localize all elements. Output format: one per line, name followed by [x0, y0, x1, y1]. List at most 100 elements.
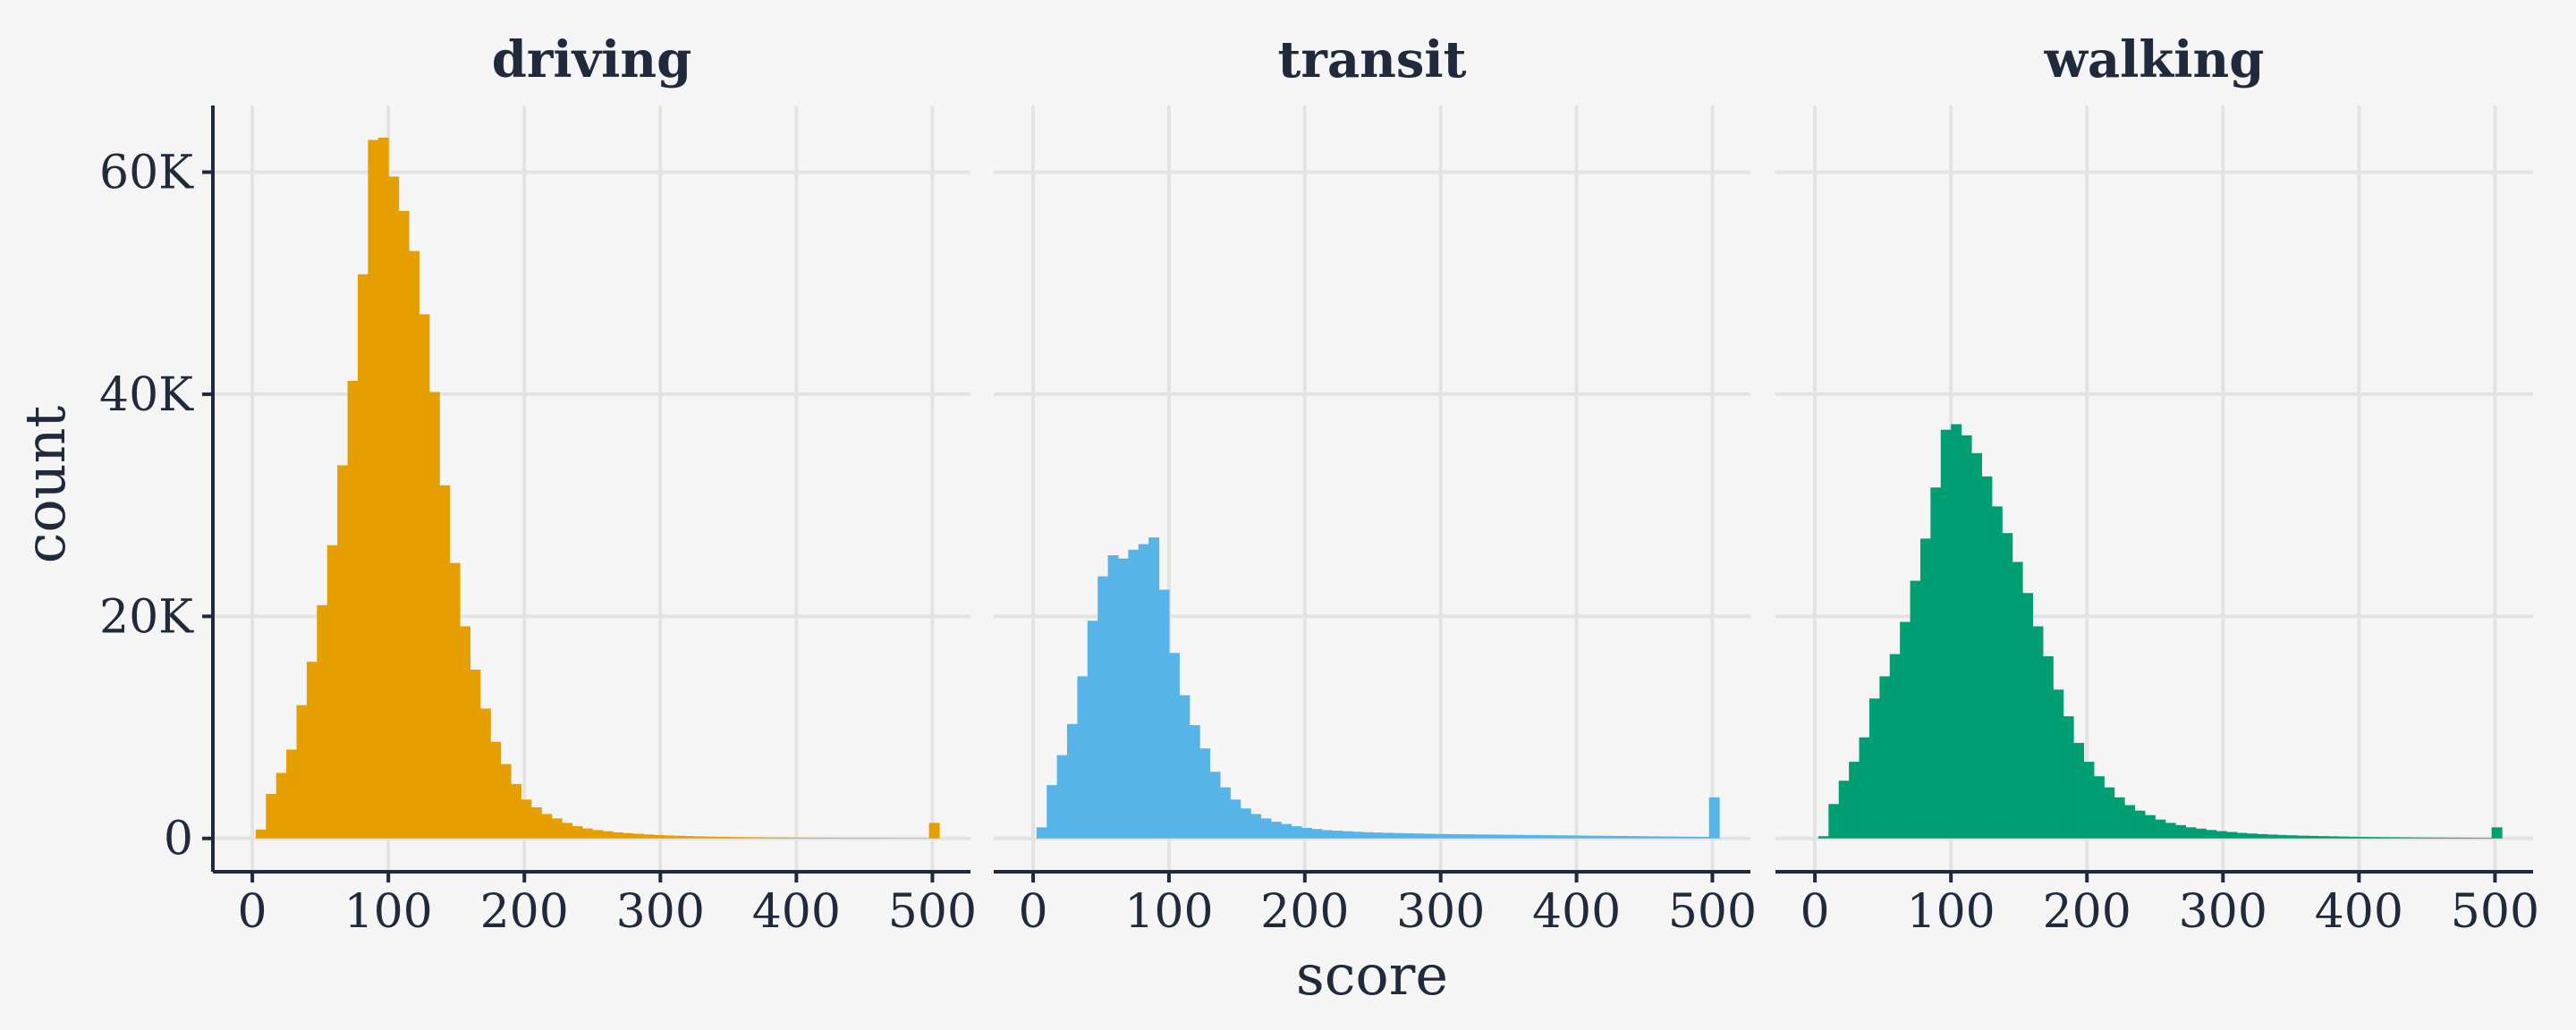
histogram-bar-transit: [1230, 799, 1241, 839]
histogram-bar-transit: [1067, 723, 1079, 839]
histogram-bar-driving: [408, 250, 419, 839]
histogram-bar-walking: [2338, 836, 2350, 839]
labels-layer: 0 100 200 300 400 500 driving 0 100 200 300 400 500 t…: [99, 30, 2539, 939]
histogram-bar-walking: [2368, 837, 2380, 839]
histogram-bar-transit: [1209, 772, 1221, 839]
x-tick-label: 400: [2315, 885, 2403, 939]
histogram-bar-walking: [2073, 742, 2085, 839]
histogram-bar-walking: [2481, 838, 2493, 839]
histogram-bar-walking: [1940, 429, 1952, 839]
histogram-bar-driving: [306, 662, 318, 839]
bars-layer: [255, 138, 2503, 839]
histogram-bar-walking: [2308, 835, 2319, 839]
facet-title-transit: transit: [1277, 30, 1466, 89]
histogram-bar-transit: [1566, 835, 1578, 839]
y-tick-label: 0: [164, 813, 193, 866]
x-tick-label: 100: [1124, 885, 1213, 939]
histogram-bar-walking: [2461, 837, 2472, 839]
histogram-bar-transit: [1474, 834, 1486, 839]
x-tick-label: 300: [2179, 885, 2267, 939]
histogram-bar-transit: [1158, 589, 1170, 839]
histogram-bar-driving: [275, 772, 287, 839]
histogram-bar-driving: [847, 838, 859, 839]
histogram-bar-walking: [1919, 538, 1931, 839]
histogram-bar-driving: [388, 176, 400, 839]
histogram-bar-driving: [928, 823, 940, 839]
grid-layer: [213, 106, 2533, 872]
histogram-bar-walking: [2328, 836, 2340, 839]
histogram-bar-walking: [2430, 837, 2442, 839]
histogram-bar-driving: [541, 814, 553, 839]
histogram-bar-transit: [1525, 834, 1537, 839]
histogram-bar-transit: [1597, 835, 1608, 839]
facet-title-driving: driving: [492, 30, 692, 89]
histogram-bar-transit: [1199, 748, 1211, 839]
histogram-bar-transit: [1668, 836, 1680, 839]
histogram-bar-driving: [755, 837, 767, 839]
histogram-bar-walking: [2083, 762, 2095, 839]
histogram-bar-transit: [1321, 830, 1333, 839]
histogram-bar-walking: [2124, 805, 2136, 839]
histogram-bar-walking: [2021, 593, 2034, 839]
histogram-bar-driving: [664, 835, 675, 839]
y-tick-label: 40K: [99, 368, 194, 422]
histogram-bar-transit: [1413, 833, 1425, 839]
histogram-bar-driving: [398, 210, 410, 839]
histogram-bar-walking: [2165, 823, 2176, 839]
histogram-bar-walking: [2134, 810, 2146, 839]
axes-layer: [202, 106, 2533, 882]
histogram-bar-driving: [724, 837, 736, 839]
histogram-bar-driving: [623, 832, 634, 839]
x-tick-label: 100: [344, 885, 433, 939]
histogram-bar-transit: [1128, 549, 1140, 839]
histogram-bar-walking: [2287, 835, 2299, 839]
histogram-bar-driving: [500, 764, 512, 839]
histogram-bar-driving: [551, 818, 563, 839]
histogram-bar-driving: [521, 799, 532, 839]
histogram-bar-walking: [1930, 487, 1942, 839]
histogram-bar-transit: [1393, 832, 1404, 839]
histogram-bar-walking: [2257, 833, 2268, 839]
histogram-bar-transit: [1586, 835, 1597, 839]
histogram-bar-walking: [2348, 836, 2360, 839]
histogram-bar-transit: [1546, 835, 1557, 839]
histogram-bar-walking: [2114, 797, 2125, 839]
histogram-bar-transit: [1270, 822, 1282, 839]
histogram-bar-transit: [1046, 785, 1058, 839]
histogram-bar-walking: [2144, 815, 2156, 839]
histogram-bar-walking: [2175, 824, 2187, 839]
histogram-bar-walking: [2236, 832, 2248, 839]
x-tick-label: 0: [238, 885, 267, 939]
histogram-bar-transit: [1301, 827, 1313, 839]
histogram-bar-walking: [2297, 835, 2309, 839]
histogram-bar-driving: [613, 832, 624, 839]
histogram-bar-transit: [1189, 725, 1200, 839]
histogram-bar-transit: [1352, 832, 1363, 839]
histogram-bar-transit: [1688, 836, 1699, 839]
x-axis-title: score: [1296, 942, 1448, 1008]
histogram-bar-transit: [1648, 836, 1659, 839]
histogram-bar-transit: [1606, 835, 1618, 839]
histogram-bar-transit: [1138, 544, 1149, 839]
histogram-bar-driving: [337, 465, 349, 839]
histogram-bar-driving: [674, 835, 685, 839]
histogram-bar-driving: [826, 837, 838, 839]
y-tick-label: 20K: [99, 590, 194, 644]
histogram-bar-driving: [632, 833, 644, 839]
x-tick-label: 100: [1907, 885, 1996, 939]
histogram-bar-walking: [2267, 834, 2278, 839]
histogram-bar-walking: [2379, 837, 2391, 839]
histogram-bar-transit: [1453, 834, 1465, 839]
histogram-bar-walking: [1951, 424, 1962, 839]
histogram-bar-driving: [286, 749, 298, 839]
histogram-bar-transit: [1117, 558, 1129, 839]
histogram-bar-transit: [1148, 537, 1160, 839]
histogram-bar-driving: [490, 741, 502, 839]
histogram-bar-transit: [1485, 834, 1496, 839]
histogram-bar-walking: [1961, 435, 1972, 839]
histogram-bar-walking: [2277, 834, 2289, 839]
histogram-bar-transit: [1077, 676, 1089, 839]
histogram-bar-transit: [1056, 755, 1068, 839]
x-tick-label: 300: [616, 885, 705, 939]
histogram-bar-driving: [806, 837, 818, 839]
